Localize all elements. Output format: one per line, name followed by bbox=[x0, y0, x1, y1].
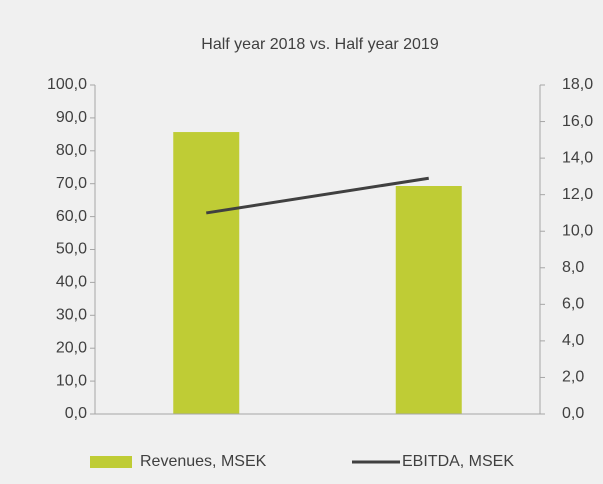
y2-tick-label: 16,0 bbox=[562, 113, 593, 130]
legend-swatch bbox=[90, 456, 132, 468]
y-tick-label: 0,0 bbox=[65, 405, 87, 422]
y-tick-label: 30,0 bbox=[56, 307, 87, 324]
y-tick-label: 90,0 bbox=[56, 109, 87, 126]
y2-tick-label: 10,0 bbox=[562, 222, 593, 239]
y2-tick-label: 2,0 bbox=[562, 369, 584, 386]
y-tick-label: 80,0 bbox=[56, 142, 87, 159]
y2-tick-label: 4,0 bbox=[562, 332, 584, 349]
y-tick-label: 50,0 bbox=[56, 241, 87, 258]
y2-tick-label: 18,0 bbox=[562, 76, 593, 93]
y-tick-label: 70,0 bbox=[56, 175, 87, 192]
line bbox=[206, 176, 429, 215]
y-tick-label: 10,0 bbox=[56, 372, 87, 389]
y2-tick-label: 12,0 bbox=[562, 186, 593, 203]
y2-tick-label: 6,0 bbox=[562, 296, 584, 313]
y2-tick-label: 14,0 bbox=[562, 149, 593, 166]
chart-title: Half year 2018 vs. Half year 2019 bbox=[201, 36, 439, 53]
y-tick-label: 60,0 bbox=[56, 208, 87, 225]
y2-tick-label: 0,0 bbox=[562, 405, 584, 422]
y-tick-label: 40,0 bbox=[56, 274, 87, 291]
legend-label: Revenues, MSEK bbox=[140, 453, 267, 470]
bar bbox=[173, 132, 240, 414]
y2-tick-label: 8,0 bbox=[562, 259, 584, 276]
bar bbox=[395, 186, 462, 414]
y-tick-label: 100,0 bbox=[47, 76, 87, 93]
legend-label: EBITDA, MSEK bbox=[402, 453, 514, 470]
y-tick-label: 20,0 bbox=[56, 339, 87, 356]
